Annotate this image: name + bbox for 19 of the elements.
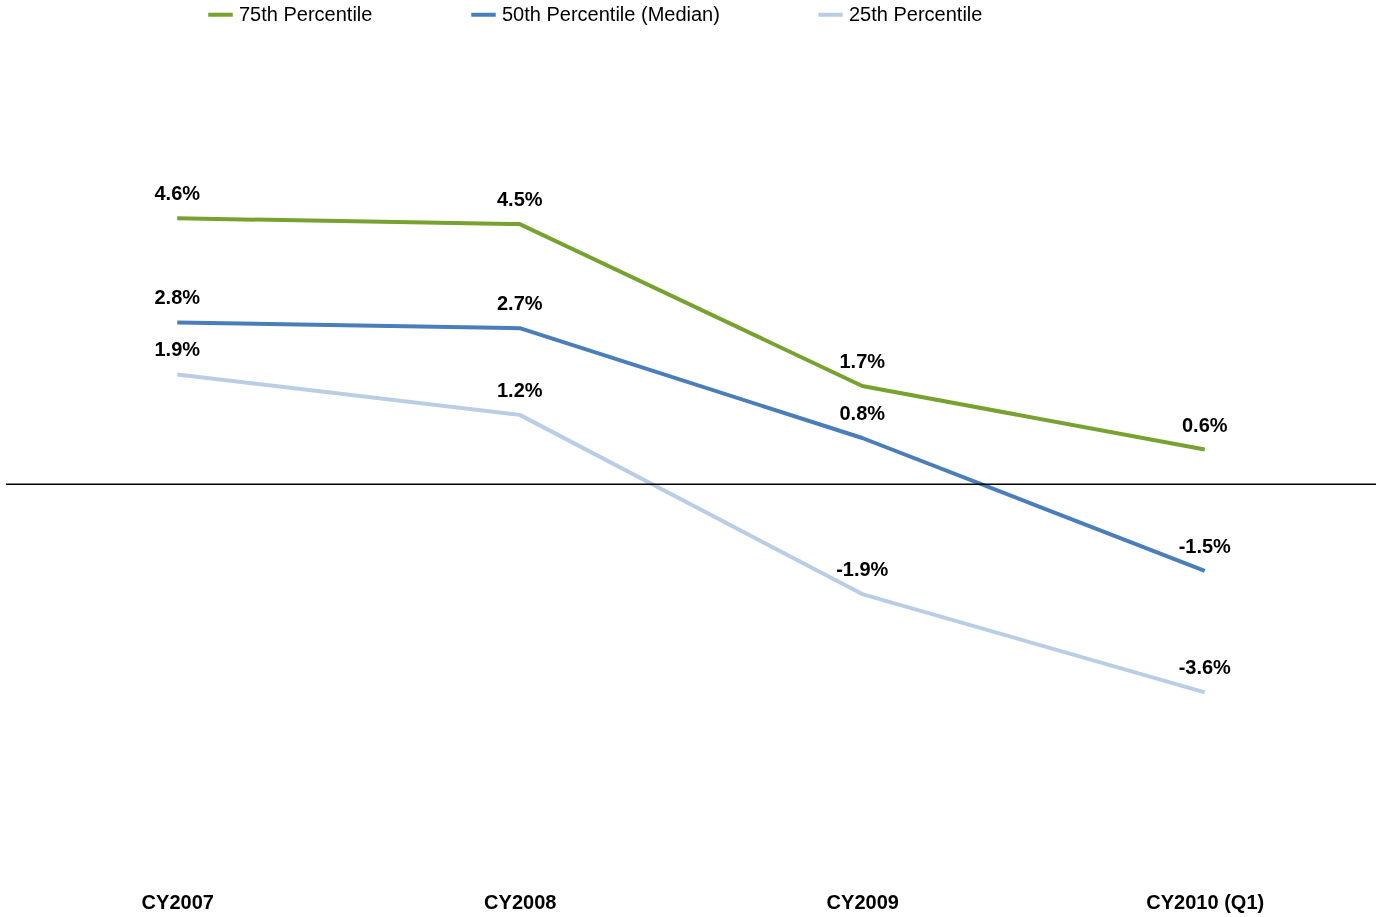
x-tick-label: CY2009 — [826, 890, 899, 913]
data-label: 0.8% — [839, 402, 886, 425]
data-label: 4.5% — [496, 188, 543, 211]
data-label: 2.7% — [496, 292, 543, 315]
data-label: -1.9% — [836, 558, 889, 581]
legend-label: 25th Percentile — [849, 2, 983, 25]
data-label: 1.9% — [154, 338, 201, 361]
x-tick-label: CY2010 (Q1) — [1146, 890, 1265, 913]
data-label: 2.8% — [154, 286, 201, 309]
data-label: 1.7% — [839, 349, 886, 372]
data-label: 0.6% — [1181, 413, 1228, 436]
x-tick-label: CY2008 — [484, 890, 557, 913]
data-label: -1.5% — [1178, 534, 1232, 557]
data-label: -3.6% — [1178, 656, 1232, 679]
data-label: 1.2% — [496, 378, 543, 401]
legend-label: 50th Percentile (Median) — [502, 2, 720, 25]
data-label: 4.6% — [154, 182, 201, 205]
legend-label: 75th Percentile — [239, 2, 373, 25]
x-tick-label: CY2007 — [141, 890, 214, 913]
